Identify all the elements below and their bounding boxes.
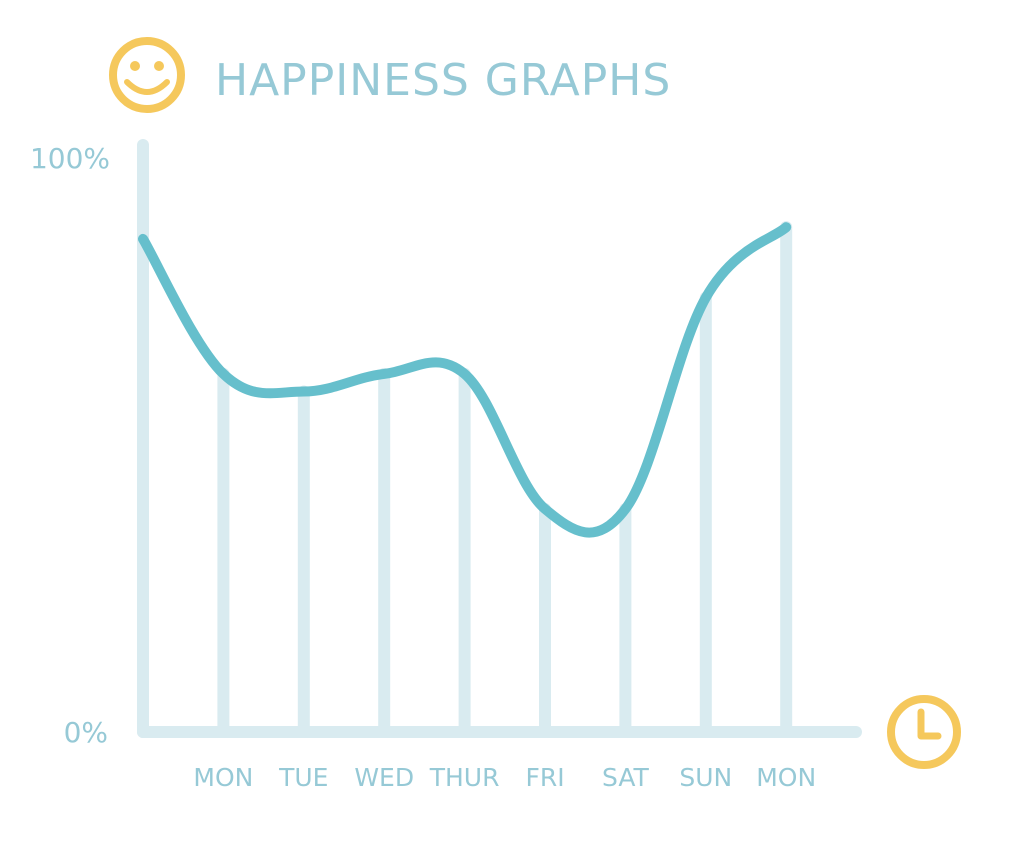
x-tick-label-4: THUR xyxy=(429,763,500,792)
x-tick-label-8: MON xyxy=(756,763,816,792)
series-line xyxy=(138,222,792,538)
clock-icon xyxy=(887,695,961,769)
happiness-line xyxy=(138,222,792,538)
smiley-icon xyxy=(109,37,185,113)
x-tick-label-2: TUE xyxy=(278,763,328,792)
x-tick-label-6: SAT xyxy=(602,763,649,792)
x-tick-labels: MON TUE WED THUR FRI SAT SUN MON xyxy=(193,763,816,792)
x-tick-label-3: WED xyxy=(354,763,414,792)
value-bars xyxy=(217,221,793,738)
chart-title: HAPPINESS GRAPHS xyxy=(215,55,671,106)
x-tick-label-7: SUN xyxy=(679,763,732,792)
x-tick-label-1: MON xyxy=(193,763,253,792)
x-tick-label-5: FRI xyxy=(525,763,564,792)
y-tick-top: 100% xyxy=(30,142,110,175)
y-tick-bottom: 0% xyxy=(64,716,108,749)
